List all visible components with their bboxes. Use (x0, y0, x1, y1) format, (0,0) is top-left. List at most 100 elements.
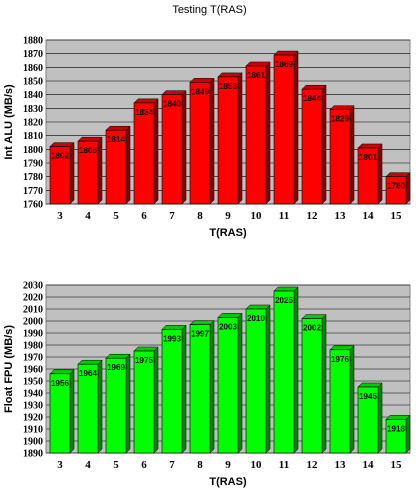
bar-top (329, 345, 355, 351)
data-label: 1844 (303, 94, 321, 103)
bar-side (69, 369, 75, 454)
x-tick-label: 6 (141, 210, 147, 222)
bar (49, 373, 71, 454)
bar-top (189, 320, 215, 325)
bar-top (133, 346, 159, 352)
bar-top (77, 359, 103, 365)
bar-side (265, 304, 271, 454)
data-label: 1945 (359, 392, 377, 401)
y-tick-label: 1780 (23, 172, 43, 183)
y-tick-label: 1910 (23, 425, 43, 436)
y-tick-label: 1800 (23, 145, 43, 156)
y-tick-label: 2000 (23, 317, 43, 328)
data-label: 1801 (359, 153, 377, 162)
bar-side (321, 84, 327, 205)
bar-top (133, 98, 159, 104)
data-label: 1976 (331, 355, 349, 364)
y-tick-label: 1970 (23, 353, 43, 364)
y-axis-label: Float FPU (MB/s) (3, 325, 15, 413)
data-label: 1780 (387, 182, 405, 191)
x-tick-label: 9 (225, 210, 231, 222)
data-label: 1869 (275, 60, 293, 69)
data-label: 1802 (51, 152, 69, 161)
data-label: 1918 (387, 424, 405, 433)
bar-side (237, 72, 243, 205)
data-label: 1829 (331, 115, 349, 124)
y-tick-label: 1880 (23, 36, 43, 47)
bar-top (217, 72, 243, 78)
bar-side (69, 141, 75, 205)
x-tick-label: 13 (335, 210, 347, 222)
x-tick-label: 10 (251, 210, 263, 222)
float-fpu-chart: 1890190019101920193019401950196019701980… (3, 281, 411, 488)
bar-side (377, 382, 383, 454)
bar-top (301, 84, 327, 90)
x-tick-label: 14 (363, 459, 375, 471)
bar-top (49, 369, 75, 375)
bar (357, 147, 379, 205)
y-tick-label: 1920 (23, 413, 43, 424)
bar-side (97, 359, 103, 454)
y-tick-label: 1770 (23, 186, 43, 197)
bar-top (273, 286, 299, 292)
data-label: 1964 (79, 369, 97, 378)
x-tick-label: 3 (57, 210, 63, 222)
y-axis-label: Int ALU (MB/s) (3, 84, 15, 160)
x-axis-label: T(RAS) (209, 227, 247, 239)
bar-side (237, 312, 243, 454)
y-tick-label: 2030 (23, 281, 43, 292)
bar-side (349, 345, 355, 454)
bar (133, 350, 155, 454)
data-label: 2002 (303, 324, 321, 333)
y-tick-label: 1930 (23, 401, 43, 412)
bar-side (265, 61, 271, 205)
y-tick-label: 1980 (23, 341, 43, 352)
data-label: 2025 (275, 296, 293, 305)
x-tick-label: 5 (113, 210, 119, 222)
bar (161, 329, 183, 454)
y-tick-label: 1890 (23, 449, 43, 460)
x-tick-label: 11 (279, 459, 289, 471)
data-label: 1993 (163, 334, 181, 343)
y-tick-label: 1820 (23, 118, 43, 129)
data-label: 1834 (135, 108, 153, 117)
data-label: 1840 (163, 100, 181, 109)
bar-top (357, 382, 383, 388)
bar (273, 54, 295, 205)
y-tick-label: 2020 (23, 293, 43, 304)
bar-side (153, 346, 159, 454)
y-tick-label: 2010 (23, 305, 43, 316)
data-label: 1969 (107, 363, 125, 372)
y-tick-label: 1760 (23, 200, 43, 211)
x-axis-label: T(RAS) (209, 476, 247, 488)
y-tick-label: 1830 (23, 104, 43, 115)
page-title: Testing T(RAS) (172, 4, 247, 16)
bar-side (209, 77, 215, 205)
x-tick-label: 12 (307, 459, 319, 471)
int-alu-chart: 1760 1770 1780 1790 1800 1810 1820 1830 1840 1850… (3, 36, 411, 239)
y-tick-label: 1900 (23, 437, 43, 448)
bar (245, 308, 267, 454)
x-tick-label: 15 (391, 210, 403, 222)
bar (133, 102, 155, 205)
data-label: 1806 (79, 146, 97, 155)
x-tick-label: 12 (307, 210, 319, 222)
x-tick-label: 7 (169, 459, 175, 471)
x-tick-label: 8 (197, 459, 203, 471)
data-label: 1997 (191, 330, 209, 339)
x-tick-label: 3 (57, 459, 63, 471)
bar-side (209, 319, 215, 454)
bar-top (105, 353, 131, 359)
data-label: 1861 (247, 71, 265, 80)
y-tick-label: 1810 (23, 131, 43, 142)
x-tick-label: 5 (113, 459, 119, 471)
bar (357, 386, 379, 454)
y-tick-label: 1960 (23, 365, 43, 376)
data-label: 1849 (191, 87, 209, 96)
bar-top (301, 314, 327, 319)
bar (189, 324, 211, 454)
x-tick-label: 8 (197, 210, 203, 222)
x-tick-label: 9 (225, 459, 231, 471)
data-label: 1956 (51, 379, 69, 388)
x-tick-label: 7 (169, 210, 175, 222)
